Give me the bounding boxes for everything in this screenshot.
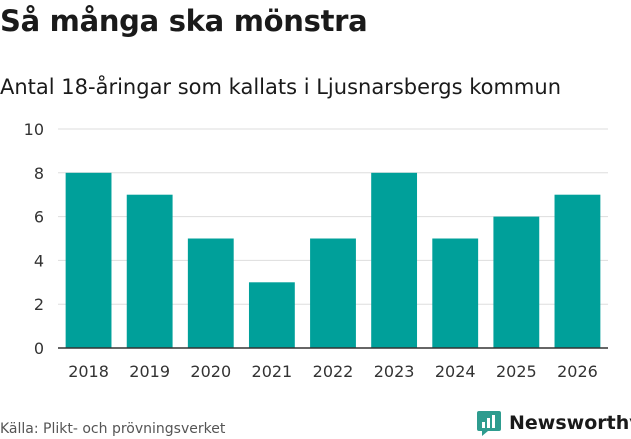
y-tick-label: 10 xyxy=(24,120,44,139)
bar-2026 xyxy=(554,194,601,348)
brand-logo: Newsworthy xyxy=(476,408,631,438)
bar-2021 xyxy=(248,282,295,348)
bar-2023 xyxy=(371,172,418,348)
x-tick-label: 2020 xyxy=(190,362,231,381)
bar-2025 xyxy=(493,216,540,348)
bar-chart: 0 2 4 6 8 10 2018 2019 2020 2021 2022 2023 2024 2025 2… xyxy=(24,120,608,381)
bar-2022 xyxy=(310,238,356,348)
bar-2018 xyxy=(65,172,112,348)
y-tick-label: 0 xyxy=(34,339,44,358)
newsworthy-logo-icon xyxy=(477,411,501,436)
x-tick-label: 2021 xyxy=(252,362,293,381)
bar-2024 xyxy=(432,238,479,348)
x-tick-label: 2018 xyxy=(68,362,109,381)
x-tick-label: 2019 xyxy=(129,362,170,381)
x-tick-label: 2025 xyxy=(496,362,537,381)
source-note: Källa: Plikt- och prövningsverket xyxy=(0,421,226,437)
y-tick-label: 2 xyxy=(34,295,44,314)
x-tick-label: 2026 xyxy=(557,362,598,381)
bar-2020 xyxy=(187,238,234,348)
x-tick-label: 2022 xyxy=(313,362,354,381)
chart-subtitle: Antal 18-åringar som kallats i Ljusnarsb… xyxy=(0,75,562,99)
brand-name: Newsworthy xyxy=(509,412,631,434)
y-tick-label: 8 xyxy=(34,164,44,183)
x-tick-label: 2024 xyxy=(435,362,476,381)
x-tick-label: 2023 xyxy=(374,362,415,381)
y-tick-label: 6 xyxy=(34,208,44,227)
chart-title: Så många ska mönstra xyxy=(0,4,368,38)
y-tick-label: 4 xyxy=(34,251,44,270)
bar-2019 xyxy=(126,194,173,348)
